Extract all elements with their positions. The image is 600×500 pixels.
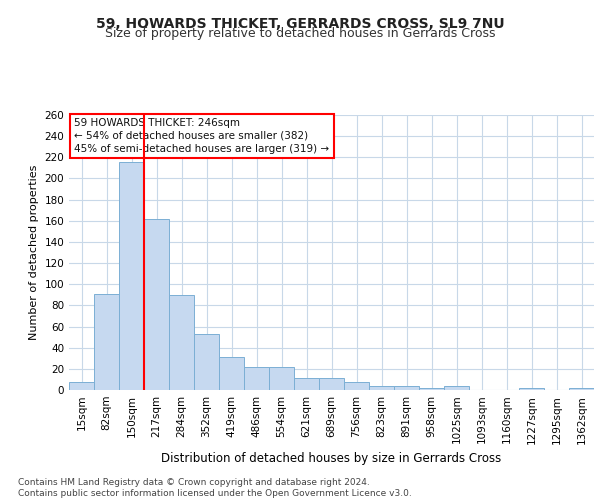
Bar [369,386,394,390]
Bar [444,386,469,390]
Bar [394,386,419,390]
Bar [219,357,244,390]
Bar [419,388,444,390]
Bar [144,218,169,390]
Bar [94,294,119,390]
Bar [294,378,319,390]
Bar [244,366,269,390]
Bar [119,162,144,390]
Y-axis label: Number of detached properties: Number of detached properties [29,165,39,340]
Bar [269,366,294,390]
Bar [69,382,94,390]
Text: 59, HOWARDS THICKET, GERRARDS CROSS, SL9 7NU: 59, HOWARDS THICKET, GERRARDS CROSS, SL9… [95,18,505,32]
Text: 59 HOWARDS THICKET: 246sqm
← 54% of detached houses are smaller (382)
45% of sem: 59 HOWARDS THICKET: 246sqm ← 54% of deta… [74,118,329,154]
Bar [169,295,194,390]
Bar [519,388,544,390]
Bar [569,388,594,390]
Text: Size of property relative to detached houses in Gerrards Cross: Size of property relative to detached ho… [105,28,495,40]
Bar [319,378,344,390]
Text: Contains HM Land Registry data © Crown copyright and database right 2024.
Contai: Contains HM Land Registry data © Crown c… [18,478,412,498]
Bar [194,334,219,390]
X-axis label: Distribution of detached houses by size in Gerrards Cross: Distribution of detached houses by size … [161,452,502,465]
Bar [344,382,369,390]
